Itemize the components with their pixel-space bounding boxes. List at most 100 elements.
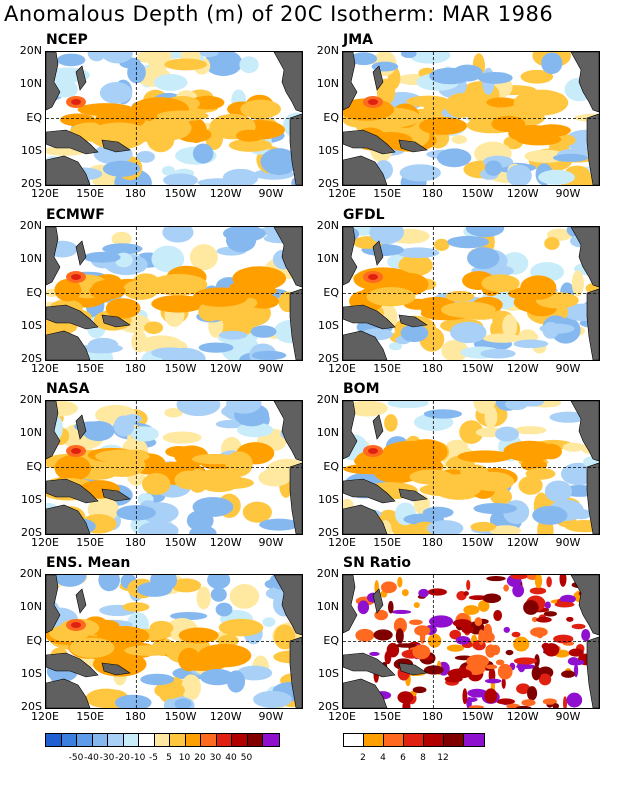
anomaly-patch (396, 247, 440, 259)
colorbar-swatch (344, 734, 364, 746)
anomaly-patch (571, 270, 584, 297)
anomaly-patch (477, 71, 513, 84)
lon-label: 150W (164, 362, 197, 375)
anomaly-patch (482, 333, 523, 343)
anomaly-patch (64, 81, 78, 97)
lon-label: 180 (124, 710, 146, 723)
lon-label: 150W (461, 536, 494, 549)
land-central-america (273, 401, 302, 462)
anomaly-patch (554, 601, 575, 608)
anomaly-patch (387, 401, 429, 409)
anomaly-patch (544, 237, 560, 250)
anomaly-patch (397, 691, 414, 704)
lat-label: 20N (316, 44, 339, 57)
land-australia (343, 155, 388, 185)
lat-label: 20N (19, 567, 42, 580)
anomaly-patch (484, 678, 502, 684)
colorbar-label: 50 (240, 753, 253, 763)
anomaly-patch (486, 575, 506, 582)
anomaly-patch (366, 287, 416, 307)
anomaly-patch (527, 686, 538, 701)
anomaly-patch (229, 584, 260, 609)
anomaly-patch (469, 705, 484, 708)
anomaly-patch (489, 525, 522, 534)
lat-label: 10S (21, 492, 42, 506)
anomaly-patch (102, 243, 143, 255)
anomaly-patch (138, 521, 179, 534)
anomaly-patch (199, 669, 235, 686)
anomaly-patch (428, 615, 454, 628)
anomaly-patch (189, 525, 217, 534)
colorbar-swatch (61, 734, 77, 746)
lon-label: 90W (258, 710, 284, 723)
land-australia (46, 504, 91, 534)
map-svg-ens (46, 575, 302, 708)
anomaly-patch (505, 649, 514, 656)
lat-label: EQ (323, 285, 339, 299)
anomaly-patch (490, 488, 513, 506)
anomaly-patch (400, 324, 429, 343)
land-south-america (586, 113, 599, 185)
land-asia (343, 575, 358, 634)
anomaly-patch (154, 681, 185, 699)
colorbar-swatch (46, 734, 62, 746)
anomaly-patch (161, 165, 175, 176)
map-panel-jma (342, 51, 600, 186)
lon-label: 90W (258, 187, 284, 200)
anomaly-patch (239, 56, 259, 74)
land-new-guinea (398, 314, 428, 328)
anomaly-patch (510, 575, 528, 580)
anomaly-patch (208, 302, 255, 322)
anomaly-patch (549, 411, 587, 423)
anomaly-patch (113, 415, 135, 437)
lat-label: 10N (316, 77, 339, 91)
lon-label: 150W (164, 187, 197, 200)
anomaly-patch (258, 469, 291, 487)
anomaly-patch (497, 663, 513, 680)
anomaly-patch (151, 347, 189, 359)
anomaly-patch (516, 133, 562, 146)
anomaly-patch (544, 601, 551, 609)
anomaly-patch (196, 468, 243, 493)
anomaly-patch (242, 501, 272, 523)
land-australia (343, 678, 388, 708)
anomaly-patch (503, 440, 556, 462)
lat-label: 20S (21, 526, 42, 539)
lon-label: 120E (328, 710, 356, 723)
anomaly-patch (471, 471, 515, 492)
colorbar-swatch (201, 734, 217, 746)
anomaly-patch (71, 274, 81, 280)
lat-label: 10S (318, 666, 339, 680)
anomaly-patch (143, 279, 195, 295)
lon-label: 90W (555, 710, 581, 723)
anomaly-patch (467, 697, 478, 702)
anomaly-patch (53, 575, 87, 587)
colorbar-swatch (123, 734, 139, 746)
land-new-guinea (398, 139, 428, 153)
anomaly-patch (449, 629, 462, 640)
land-new-guinea (398, 662, 428, 676)
anomaly-patch (199, 52, 219, 58)
lat-label: 10N (19, 252, 42, 266)
anomaly-patch (552, 703, 560, 708)
land-philippines (372, 240, 384, 266)
anomaly-patch (146, 52, 172, 72)
lon-label: 90W (258, 536, 284, 549)
anomaly-patch (486, 97, 517, 108)
anomaly-patch (401, 589, 409, 597)
lon-label: 150E (76, 536, 105, 549)
anomaly-patch (436, 148, 472, 168)
anomaly-patch (422, 506, 454, 519)
land-indonesia (343, 652, 396, 678)
anomaly-patch (529, 587, 547, 595)
anomaly-patch (533, 124, 571, 137)
lat-label: EQ (26, 285, 42, 299)
anomaly-patch (57, 53, 86, 67)
anomaly-patch (207, 575, 231, 590)
anomaly-patch (520, 69, 554, 84)
anomaly-patch (491, 115, 526, 133)
land-asia (46, 401, 61, 460)
map-panel-ens (45, 574, 303, 709)
lon-label: 120W (209, 536, 242, 549)
lon-label: 120E (31, 362, 59, 375)
